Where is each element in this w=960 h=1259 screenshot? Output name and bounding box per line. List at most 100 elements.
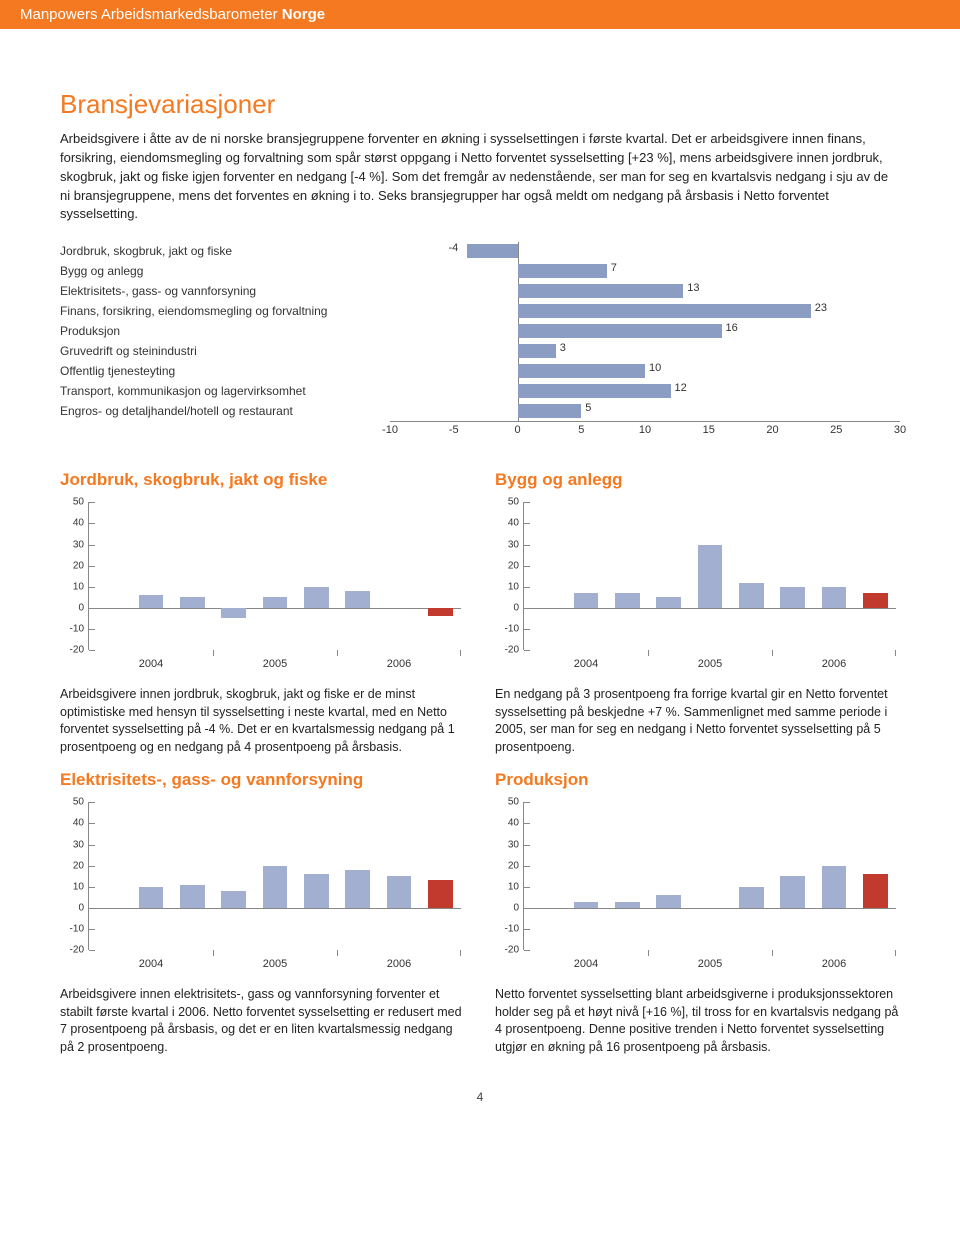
mini-x-year: 2005 [698,658,722,670]
mini-bar [739,583,764,608]
hbar-value-label: 23 [815,302,827,314]
hbar-label: Engros- og detaljhandel/hotell og restau… [60,402,390,420]
hbar-value-label: 3 [560,342,566,354]
mini-bar [428,880,453,907]
mini-bar [180,597,205,608]
mini-y-label: 40 [60,818,84,829]
hbar-value-label: 12 [675,382,687,394]
page-content: Bransjevariasjoner Arbeidsgivere i åtte … [0,89,960,1104]
chart-title-bygg: Bygg og anlegg [495,470,900,490]
mini-bar [615,902,640,908]
mini-chart-produksjon: 200420052006-20-1001020304050 [495,802,900,972]
mini-bar [739,887,764,908]
mini-bar [428,608,453,616]
mini-y-label: 0 [495,902,519,913]
mini-y-label: 30 [495,539,519,550]
hbar-label: Produksjon [60,322,390,340]
hbar-plot-area: -47132316310125 [390,242,900,422]
mini-bar [304,874,329,908]
mini-bar [221,891,246,908]
hbar-bar [518,404,582,418]
mini-bar [263,866,288,908]
mini-bar [345,591,370,608]
mini-y-label: 50 [495,497,519,508]
chart-text-bygg: En nedgang på 3 prosentpoeng fra forrige… [495,686,900,756]
mini-bar [863,593,888,608]
mini-bar [698,545,723,608]
mini-y-label: 0 [60,602,84,613]
page-number: 4 [60,1090,900,1104]
mini-y-label: 40 [495,818,519,829]
hbar-value-label: -4 [449,242,459,254]
hbar-bar [518,304,811,318]
hbar-category-labels: Jordbruk, skogbruk, jakt og fiskeBygg og… [60,242,390,422]
page-header: Manpowers Arbeidsmarkedsbarometer Norge [0,0,960,29]
hbar-x-tick: 20 [766,424,778,436]
mini-x-year: 2006 [387,958,411,970]
mini-y-label: -10 [60,624,84,635]
hbar-label: Finans, forsikring, eiendomsmegling og f… [60,302,390,320]
mini-y-label: 30 [495,839,519,850]
mini-x-year: 2006 [387,658,411,670]
sector-hbar-chart: Jordbruk, skogbruk, jakt og fiskeBygg og… [60,242,900,442]
mini-chart-elektro: 200420052006-20-1001020304050 [60,802,465,972]
hbar-bar [518,264,607,278]
chart-title-produksjon: Produksjon [495,770,900,790]
mini-y-label: -10 [495,924,519,935]
mini-y-label: 50 [60,797,84,808]
mini-bar [221,608,246,619]
hbar-x-tick: 15 [703,424,715,436]
hbar-x-tick: 5 [578,424,584,436]
hbar-label: Transport, kommunikasjon og lagervirksom… [60,382,390,400]
hbar-x-ticks: -10-5051015202530 [390,424,900,442]
mini-bar [656,895,681,908]
mini-y-label: 0 [495,602,519,613]
mini-chart-bygg: 200420052006-20-1001020304050 [495,502,900,672]
mini-x-year: 2005 [263,658,287,670]
mini-y-label: -10 [495,624,519,635]
mini-bar [574,593,599,608]
mini-bar [574,902,599,908]
header-title: Manpowers Arbeidsmarkedsbarometer [20,6,278,23]
chart-text-elektro: Arbeidsgivere innen elektrisitets-, gass… [60,986,465,1056]
hbar-bar [518,384,671,398]
mini-y-label: 20 [495,560,519,571]
mini-chart-jordbruk: 200420052006-20-1001020304050 [60,502,465,672]
mini-bar [615,593,640,608]
mini-y-label: 10 [495,581,519,592]
mini-y-label: 50 [60,497,84,508]
mini-y-label: 20 [60,560,84,571]
chart-title-elektro: Elektrisitets-, gass- og vannforsyning [60,770,465,790]
intro-paragraph: Arbeidsgivere i åtte av de ni norske bra… [60,130,900,224]
mini-x-year: 2004 [139,658,163,670]
mini-bar [180,885,205,908]
mini-y-label: 20 [60,860,84,871]
mini-bar [822,587,847,608]
mini-bar [822,866,847,908]
hbar-value-label: 5 [585,402,591,414]
chart-title-jordbruk: Jordbruk, skogbruk, jakt og fiske [60,470,465,490]
mini-bar [780,876,805,908]
mini-x-year: 2006 [822,958,846,970]
mini-y-label: 30 [60,839,84,850]
chart-col-bygg: Bygg og anlegg 200420052006-20-100102030… [495,462,900,1070]
section-title: Bransjevariasjoner [60,89,900,120]
mini-bar [863,874,888,908]
hbar-bar [518,344,556,358]
mini-bar [304,587,329,608]
mini-y-label: 20 [495,860,519,871]
mini-y-label: -20 [60,645,84,656]
mini-bar [345,870,370,908]
chart-text-jordbruk: Arbeidsgivere innen jordbruk, skogbruk, … [60,686,465,756]
mini-x-year: 2004 [139,958,163,970]
mini-y-label: 30 [60,539,84,550]
mini-x-year: 2005 [263,958,287,970]
chart-text-produksjon: Netto forventet sysselsetting blant arbe… [495,986,900,1056]
chart-col-jordbruk: Jordbruk, skogbruk, jakt og fiske 2004 20… [60,462,465,1070]
mini-y-label: 40 [60,518,84,529]
mini-bar [387,876,412,908]
hbar-x-tick: 25 [830,424,842,436]
mini-y-label: 0 [60,902,84,913]
mini-y-label: -20 [495,645,519,656]
hbar-value-label: 7 [611,262,617,274]
